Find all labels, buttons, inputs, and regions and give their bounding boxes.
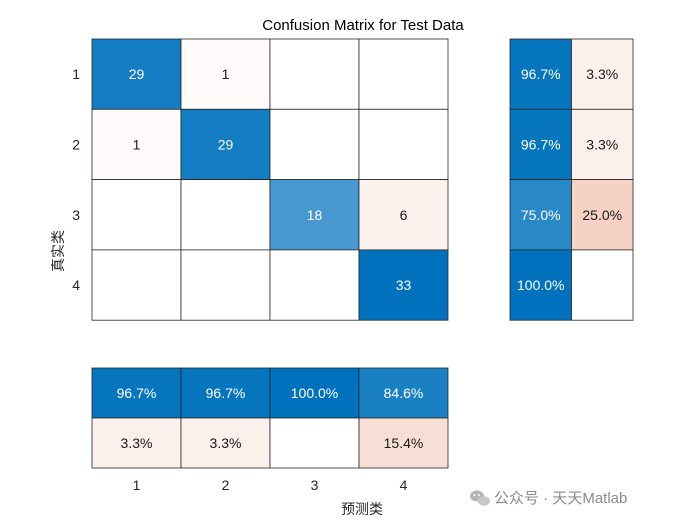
row-summary-correct-value: 96.7% [521, 66, 561, 82]
column-summary-incorrect-value: 15.4% [384, 435, 424, 451]
x-axis-label: 预测类 [341, 502, 383, 518]
column-summary: 96.7% 3.3% 96.7% 3.3% 100.0% 84.6% 15.4% [91, 367, 449, 469]
row-summary-incorrect [571, 179, 634, 251]
column-summary-incorrect [358, 417, 449, 469]
matrix-cell [358, 38, 449, 110]
y-tick-labels: 1 2 3 4 [72, 66, 80, 293]
x-tick-label: 3 [311, 477, 319, 493]
chart-title: Confusion Matrix for Test Data [262, 17, 464, 34]
column-summary-incorrect [269, 417, 360, 469]
row-summary-correct-value: 75.0% [521, 207, 561, 223]
x-tick-label: 4 [400, 477, 408, 493]
y-tick-label: 1 [72, 66, 80, 82]
matrix-cell [180, 179, 271, 251]
matrix-cell [91, 108, 182, 181]
matrix-cell [180, 249, 271, 321]
watermark: 公众号 · 天天Matlab [470, 490, 627, 507]
matrix-cell-value: 1 [222, 66, 230, 82]
matrix-cell-value: 1 [133, 136, 141, 152]
column-summary-incorrect [91, 417, 182, 469]
row-summary-correct [509, 38, 572, 110]
matrix-cell [358, 249, 449, 321]
matrix-cell [269, 38, 360, 110]
row-summary-incorrect [571, 108, 634, 181]
matrix-cell-value: 29 [129, 66, 145, 82]
column-summary-incorrect-value: 3.3% [121, 435, 153, 451]
wechat-icon [470, 490, 490, 506]
x-tick-label: 2 [222, 477, 230, 493]
matrix-cell [180, 38, 271, 110]
row-summary-incorrect [571, 249, 634, 321]
column-summary-correct-value: 84.6% [384, 385, 424, 401]
matrix-cell [180, 108, 271, 181]
column-summary-correct [358, 367, 449, 419]
row-summary-incorrect-value: 3.3% [586, 66, 618, 82]
watermark-text: 公众号 · 天天Matlab [494, 490, 627, 507]
y-tick-label: 2 [72, 136, 80, 152]
x-tick-label: 1 [133, 477, 141, 493]
row-summary-correct-value: 100.0% [517, 277, 564, 293]
matrix-cell-value: 18 [307, 207, 323, 223]
y-axis-label: 真实类 [51, 230, 67, 272]
row-summary-correct [509, 108, 572, 181]
confusion-matrix: 29 1 1 29 18 6 33 [91, 38, 449, 321]
y-tick-label: 4 [72, 277, 80, 293]
matrix-cell [269, 108, 360, 181]
matrix-cell [358, 179, 449, 251]
matrix-cell-value: 29 [218, 136, 234, 152]
column-summary-correct-value: 96.7% [206, 385, 246, 401]
y-tick-label: 3 [72, 207, 80, 223]
row-summary: 96.7% 3.3% 96.7% 3.3% 75.0% 25.0% 100.0% [509, 38, 634, 321]
row-summary-incorrect-value: 25.0% [582, 207, 622, 223]
matrix-cell-value: 33 [396, 277, 412, 293]
column-summary-incorrect-value: 3.3% [210, 435, 242, 451]
column-summary-incorrect [180, 417, 271, 469]
column-summary-correct [180, 367, 271, 419]
x-tick-labels: 1 2 3 4 [133, 477, 408, 493]
matrix-cell [269, 179, 360, 251]
matrix-cell [91, 249, 182, 321]
row-summary-correct [509, 249, 572, 321]
row-summary-incorrect-value: 3.3% [586, 136, 618, 152]
matrix-cell-value: 6 [400, 207, 408, 223]
column-summary-correct-value: 96.7% [117, 385, 157, 401]
matrix-cell [91, 38, 182, 110]
matrix-cell [91, 179, 182, 251]
row-summary-correct-value: 96.7% [521, 136, 561, 152]
column-summary-correct-value: 100.0% [291, 385, 338, 401]
matrix-cell [358, 108, 449, 181]
matrix-cell [269, 249, 360, 321]
row-summary-correct [509, 179, 572, 251]
column-summary-correct [269, 367, 360, 419]
